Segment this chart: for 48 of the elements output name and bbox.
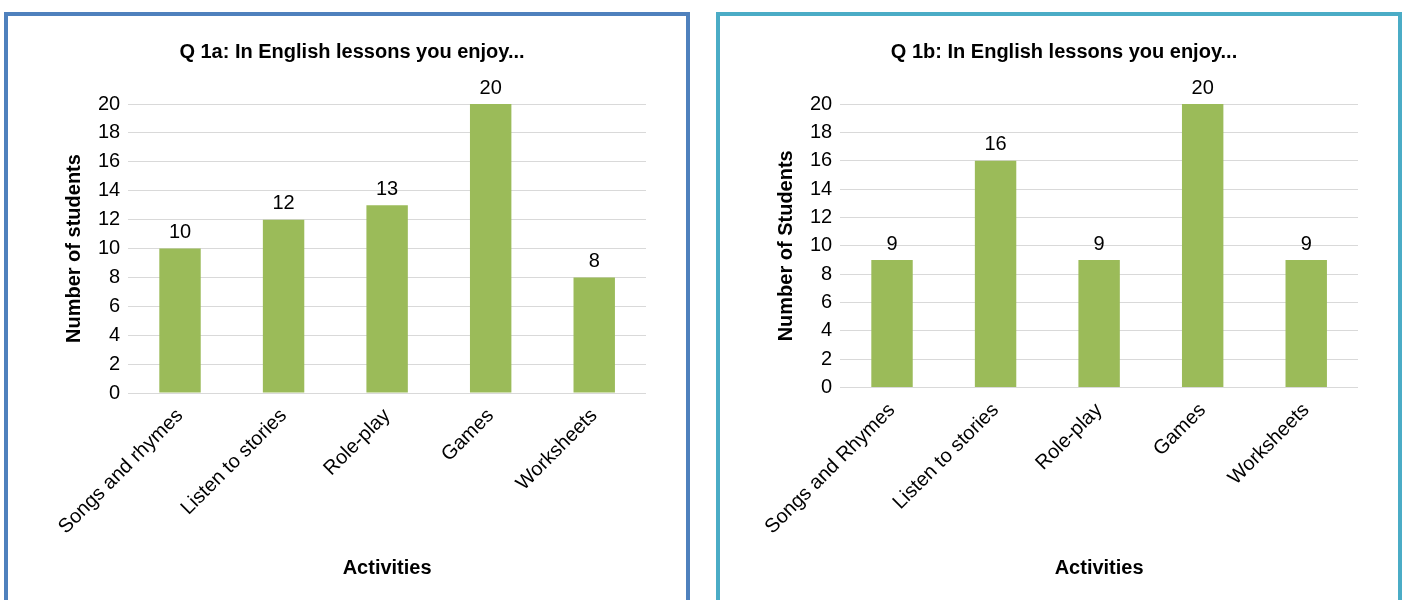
y-tick-label: 2: [821, 346, 833, 369]
y-tick-label: 2: [109, 351, 121, 374]
bar: [1181, 104, 1224, 388]
y-tick-label: 6: [109, 293, 121, 316]
data-label: 20: [1191, 75, 1214, 98]
bar: [159, 248, 201, 393]
chart-title: Q 1b: In English lessons you enjoy...: [890, 39, 1238, 62]
y-tick-label: 12: [810, 204, 833, 227]
data-label: 9: [886, 231, 898, 254]
y-tick-label: 8: [109, 264, 121, 287]
y-tick-label: 16: [810, 148, 833, 171]
chart-title: Q 1a: In English lessons you enjoy...: [179, 39, 525, 62]
data-label: 20: [479, 75, 502, 98]
bar: [573, 277, 615, 393]
y-tick-label: 10: [810, 233, 833, 256]
data-label: 9: [1093, 231, 1105, 254]
bar: [871, 259, 913, 388]
bar: [262, 219, 305, 393]
data-label: 13: [376, 176, 399, 199]
y-tick-label: 10: [98, 236, 121, 259]
x-axis-title: Activities: [342, 555, 432, 578]
y-tick-label: 4: [109, 322, 121, 345]
data-label: 12: [272, 191, 295, 214]
y-tick-label: 0: [109, 380, 121, 403]
y-tick-label: 12: [98, 207, 121, 230]
data-label: 8: [588, 248, 600, 271]
data-label: 16: [984, 132, 1007, 155]
y-tick-label: 14: [98, 178, 121, 201]
y-axis-title: Number of students: [61, 154, 84, 344]
bar: [1078, 259, 1120, 388]
data-label: 10: [168, 220, 192, 243]
y-axis-title: Number of Students: [773, 150, 796, 342]
bar: [974, 160, 1017, 388]
y-tick-label: 6: [821, 290, 833, 313]
y-tick-label: 18: [98, 120, 121, 143]
y-tick-label: 16: [98, 149, 121, 172]
y-tick-label: 18: [810, 119, 833, 142]
x-axis-title: Activities: [1054, 555, 1144, 578]
bar: [1285, 259, 1327, 388]
y-tick-label: 20: [98, 91, 121, 114]
y-tick-label: 14: [810, 176, 833, 199]
data-label: 9: [1300, 231, 1312, 254]
y-tick-label: 20: [810, 91, 833, 114]
y-tick-label: 8: [821, 261, 833, 284]
y-tick-label: 4: [821, 318, 833, 341]
y-tick-label: 0: [821, 375, 833, 398]
bar: [366, 205, 408, 393]
bar: [469, 104, 512, 393]
